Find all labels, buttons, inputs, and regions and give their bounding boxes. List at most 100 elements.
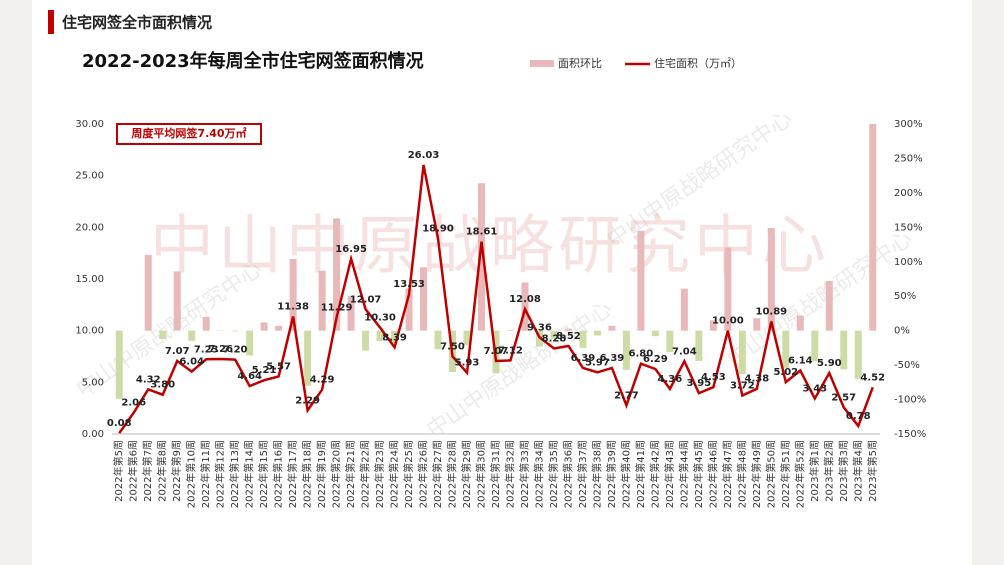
y-tick-label: 5.00: [82, 377, 104, 388]
x-tick-label: 2022年第21周: [344, 440, 357, 508]
bar: [680, 288, 688, 331]
data-label: 2.77: [614, 390, 639, 401]
x-tick-label: 2022年第10周: [185, 440, 198, 508]
data-label: 11.38: [277, 301, 309, 312]
x-tick-label: 2022年第31周: [489, 440, 502, 508]
x-tick-label: 2022年第30周: [475, 440, 488, 508]
data-label: 7.26: [208, 344, 233, 355]
x-tick-label: 2022年第8周: [156, 440, 169, 502]
y2-tick-label: 250%: [894, 153, 923, 164]
data-label: 8.39: [382, 332, 407, 343]
data-label: 3.43: [802, 384, 827, 395]
y2-tick-label: 0%: [894, 326, 910, 337]
x-tick-label: 2022年第32周: [503, 440, 516, 508]
bar: [231, 330, 239, 332]
data-label: 8.52: [556, 331, 581, 342]
y2-tick-label: 300%: [894, 119, 923, 130]
data-label: 4.53: [701, 372, 726, 383]
bar: [869, 124, 877, 331]
bar: [506, 329, 514, 331]
bar: [622, 330, 630, 370]
data-label: 2.06: [121, 398, 146, 409]
bar: [738, 330, 746, 375]
x-tick-label: 2022年第43周: [663, 440, 676, 508]
legend-label: 住宅面积（万㎡）: [654, 56, 742, 70]
data-label: 10.89: [756, 306, 788, 317]
x-tick-label: 2022年第22周: [359, 440, 372, 508]
y-tick-label: 15.00: [75, 274, 104, 285]
x-tick-label: 2022年第28周: [446, 440, 459, 508]
bar: [376, 330, 384, 341]
x-tick-label: 2022年第35周: [547, 440, 560, 508]
header-title: 住宅网签全市面积情况: [62, 14, 212, 32]
data-label: 3.72: [730, 381, 755, 392]
x-tick-label: 2022年第40周: [619, 440, 632, 508]
bar: [709, 320, 717, 331]
x-tick-label: 2022年第16周: [272, 440, 285, 508]
bar: [144, 254, 152, 331]
bar: [420, 267, 428, 331]
x-tick-label: 2023年第1周: [808, 440, 821, 502]
data-label: 7.04: [672, 346, 697, 357]
data-label: 5.57: [266, 361, 291, 372]
header-bar: [48, 10, 54, 34]
data-label: 6.80: [629, 349, 654, 360]
data-label: 2.29: [295, 395, 320, 406]
bar: [347, 296, 355, 331]
data-label: 10.30: [364, 313, 396, 324]
x-tick-label: 2022年第23周: [373, 440, 386, 508]
watermark: 中山中原战略研究中心: [150, 210, 830, 284]
bar: [651, 330, 659, 337]
bar: [304, 330, 312, 386]
x-tick-label: 2022年第29周: [460, 440, 473, 508]
x-tick-label: 2023年第5周: [866, 440, 879, 502]
y2-tick-label: 100%: [894, 257, 923, 268]
line: [118, 164, 874, 434]
x-tick-label: 2022年第41周: [634, 440, 647, 508]
card: [32, 0, 972, 565]
legend-swatch: [530, 60, 554, 67]
bar: [608, 325, 616, 331]
bar: [318, 270, 326, 331]
x-tick-label: 2022年第49周: [750, 440, 763, 508]
data-label: 12.08: [509, 294, 541, 305]
data-label: 6.39: [600, 353, 625, 364]
bar: [289, 259, 297, 331]
data-label: 4.64: [237, 371, 262, 382]
x-tick-label: 2022年第45周: [692, 440, 705, 508]
data-label: 18.90: [422, 224, 454, 235]
data-label: 4.38: [744, 374, 769, 385]
x-tick-label: 2022年第11周: [199, 440, 212, 508]
data-label: 4.36: [658, 374, 683, 385]
y-tick-label: 25.00: [75, 171, 104, 182]
x-tick-label: 2022年第34周: [532, 440, 545, 508]
x-tick-label: 2022年第15周: [257, 440, 270, 508]
data-label: 7.20: [223, 345, 248, 356]
bar: [434, 330, 442, 350]
data-label: 4.52: [860, 372, 885, 383]
x-tick-label: 2022年第14周: [243, 440, 256, 508]
data-label: 11.29: [321, 302, 353, 313]
y2-tick-label: -50%: [894, 360, 920, 371]
x-tick-label: 2022年第46周: [706, 440, 719, 508]
data-label: 0.78: [846, 411, 871, 422]
y-tick-label: 10.00: [75, 326, 104, 337]
x-tick-label: 2023年第2周: [822, 440, 835, 502]
x-tick-label: 2022年第18周: [301, 440, 314, 508]
data-label: 10.00: [712, 316, 744, 327]
y2-tick-label: -150%: [894, 429, 926, 440]
bar: [811, 330, 819, 361]
data-label: 4.32: [136, 374, 161, 385]
data-label: 5.93: [455, 358, 480, 369]
data-label: 7.23: [194, 344, 219, 355]
data-label: 6.39: [571, 353, 596, 364]
x-tick-label: 2022年第19周: [315, 440, 328, 508]
data-label: 16.95: [335, 244, 367, 255]
data-label: 5.02: [773, 367, 798, 378]
x-tick-label: 2022年第47周: [721, 440, 734, 508]
x-tick-label: 2022年第50周: [764, 440, 777, 508]
data-label: 2.57: [831, 392, 856, 403]
bar: [463, 330, 471, 346]
x-tick-label: 2022年第39周: [605, 440, 618, 508]
data-label: 7.07: [484, 346, 509, 357]
